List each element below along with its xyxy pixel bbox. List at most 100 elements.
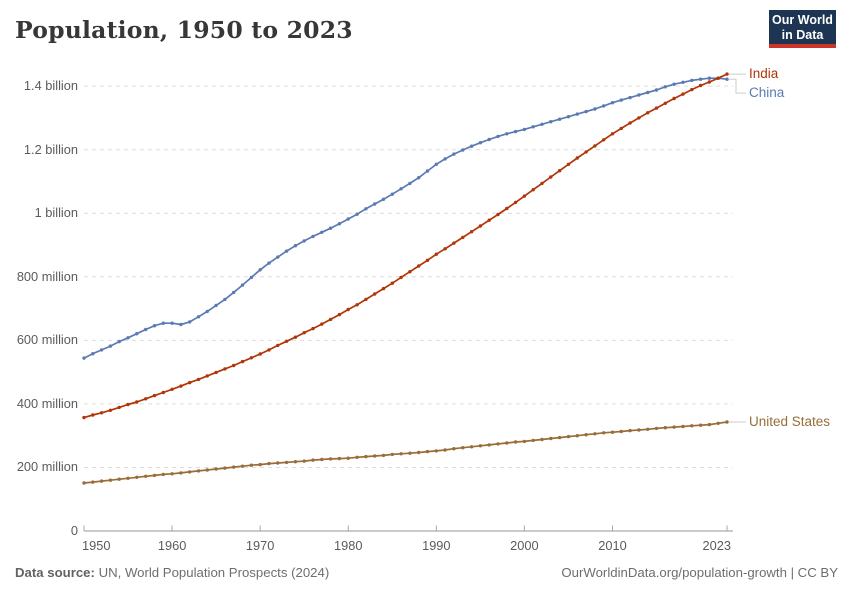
data-point — [179, 322, 183, 327]
data-point — [690, 78, 694, 83]
data-point — [408, 451, 412, 455]
data-point — [346, 217, 350, 221]
data-point — [628, 428, 632, 433]
footer-attribution: OurWorldinData.org/population-growth | C… — [561, 565, 838, 580]
data-source-note: Data source: UN, World Population Prospe… — [15, 565, 329, 580]
data-point — [381, 453, 386, 458]
data-point — [144, 397, 148, 401]
data-point — [443, 448, 447, 452]
data-point — [681, 80, 685, 85]
data-point — [557, 435, 562, 440]
data-point — [188, 380, 192, 385]
data-point — [364, 454, 368, 459]
data-point — [364, 207, 368, 211]
data-point — [390, 281, 394, 285]
data-source-text: UN, World Population Prospects (2024) — [98, 565, 330, 580]
series-label-india[interactable]: India — [749, 66, 779, 82]
data-point — [328, 226, 333, 230]
data-point — [487, 443, 491, 447]
data-point — [161, 321, 165, 325]
data-point — [82, 356, 86, 360]
x-axis-tick-label: 2023 — [702, 538, 731, 553]
data-point — [99, 348, 104, 352]
data-point — [108, 478, 113, 482]
data-point — [320, 322, 324, 326]
data-point — [223, 297, 227, 302]
data-point — [355, 303, 359, 307]
data-point — [161, 390, 165, 395]
data-point — [540, 181, 544, 186]
data-point — [566, 115, 571, 119]
y-axis-tick-label: 600 million — [16, 332, 78, 348]
data-point — [373, 202, 377, 206]
data-point — [170, 472, 174, 476]
data-point — [223, 367, 227, 371]
chart-footer: Data source: UN, World Population Prospe… — [15, 565, 838, 580]
x-axis-tick-label: 1960 — [157, 538, 187, 553]
data-point — [725, 420, 729, 424]
owid-logo[interactable]: Our World in Data — [769, 10, 836, 48]
data-point — [531, 438, 535, 443]
data-point — [258, 352, 262, 356]
data-point — [434, 449, 438, 453]
x-axis-tick-label: 1980 — [334, 538, 363, 553]
data-point — [293, 244, 298, 248]
y-axis-tick-label: 1 billion — [34, 205, 78, 221]
data-point — [135, 332, 139, 336]
data-source-label: Data source: — [15, 565, 95, 580]
data-point — [478, 141, 483, 145]
data-point — [646, 90, 650, 95]
data-point — [425, 258, 430, 262]
data-point — [690, 424, 694, 428]
data-point — [355, 455, 359, 459]
data-point — [108, 408, 113, 412]
data-point — [478, 444, 483, 448]
x-axis-tick-label: 2010 — [598, 538, 627, 553]
data-point — [443, 157, 447, 161]
data-point — [320, 457, 324, 462]
data-point — [663, 426, 667, 430]
data-point — [628, 121, 632, 125]
data-point — [549, 436, 553, 441]
data-point — [602, 138, 606, 142]
series-label-china[interactable]: China — [749, 85, 785, 101]
data-point — [505, 206, 509, 211]
x-axis-tick-label: 1950 — [82, 538, 111, 553]
data-point — [188, 320, 192, 324]
series-label-united-states[interactable]: United States — [749, 414, 831, 429]
data-point — [557, 117, 562, 121]
line-india — [83, 73, 728, 419]
data-point — [126, 476, 130, 480]
data-point — [284, 249, 289, 253]
data-point — [152, 393, 157, 398]
data-point — [610, 132, 615, 136]
data-point — [549, 175, 553, 179]
data-point — [593, 432, 597, 436]
data-point — [232, 363, 236, 368]
data-point — [267, 461, 271, 466]
data-point — [240, 359, 245, 364]
data-point — [337, 312, 342, 317]
data-point — [654, 426, 659, 431]
data-point — [575, 156, 579, 160]
data-point — [135, 475, 139, 479]
data-point — [469, 445, 474, 449]
label-connector — [729, 78, 746, 94]
data-point — [584, 433, 588, 437]
data-point — [461, 148, 465, 152]
data-point — [117, 405, 121, 410]
logo-line-2: in Data — [781, 28, 824, 42]
line-china — [83, 77, 728, 359]
data-point — [267, 261, 271, 265]
data-point — [496, 442, 500, 446]
data-point — [337, 222, 342, 226]
data-point — [707, 422, 712, 427]
data-point — [91, 352, 95, 356]
data-point — [320, 230, 324, 234]
data-point — [373, 454, 377, 458]
data-point — [681, 92, 685, 96]
data-point — [698, 83, 703, 88]
data-point — [434, 252, 438, 256]
data-point — [205, 468, 209, 472]
data-point — [214, 370, 218, 375]
